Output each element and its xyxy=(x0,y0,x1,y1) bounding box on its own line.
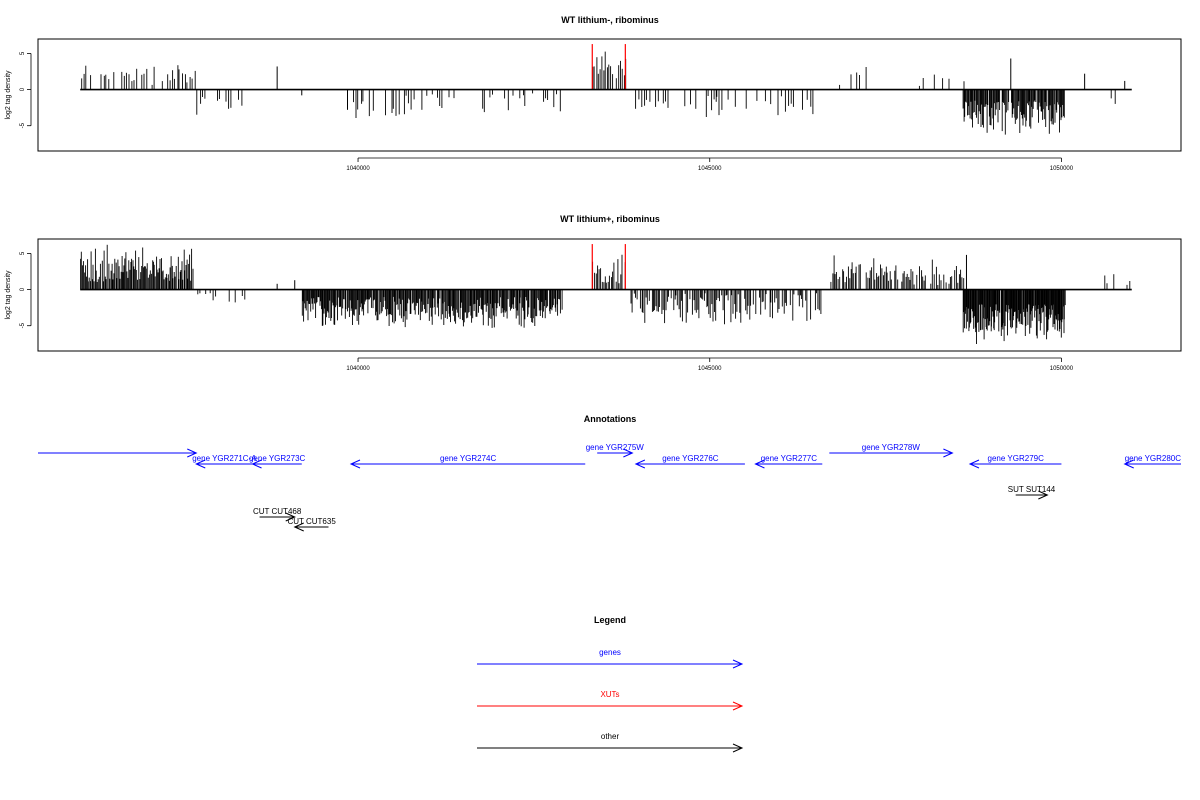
x-tick-label: 1040000 xyxy=(346,166,370,172)
other-feature: SUT SUT144 xyxy=(1008,485,1056,500)
coverage-bars xyxy=(80,244,1131,344)
feature-label: CUT CUT635 xyxy=(287,517,336,526)
gene-feature: gene YGR274C xyxy=(349,454,586,469)
arrow-head xyxy=(943,448,954,458)
legend-item: XUTs xyxy=(477,690,744,711)
plot-frame xyxy=(37,238,1182,352)
plot-frame xyxy=(37,38,1182,152)
y-tick-label: 0 xyxy=(20,287,26,291)
gene-feature: gene YGR275W xyxy=(586,443,645,458)
arrow-head xyxy=(754,459,765,469)
x-tick-label: 1050000 xyxy=(1050,366,1074,372)
arrow-head xyxy=(1038,490,1049,500)
legend-label: genes xyxy=(599,648,621,657)
arrow-head xyxy=(732,743,744,753)
arrow-head xyxy=(1123,459,1134,469)
x-tick-label: 1045000 xyxy=(698,166,722,172)
feature-label: gene YGR279C xyxy=(988,454,1045,463)
y-axis-label: log2 tag density xyxy=(5,270,12,320)
y-axis-label: log2 tag density xyxy=(5,70,12,120)
gene-feature: gene YGR273C xyxy=(249,454,306,469)
feature-label: gene YGR276C xyxy=(662,454,719,463)
x-tick-label: 1040000 xyxy=(346,366,370,372)
arrow-head xyxy=(195,459,206,469)
coverage-bars xyxy=(81,51,1126,135)
y-tick-label: -5 xyxy=(20,322,26,328)
arrow-head xyxy=(293,522,304,532)
feature-label: gene YGR275W xyxy=(586,443,645,452)
gene-feature: gene YGR276C xyxy=(634,454,745,469)
arrow-head xyxy=(187,448,198,458)
gene-feature: gene YGR271C-A xyxy=(192,454,257,469)
gene-feature: gene YGR280C xyxy=(1123,454,1182,469)
gene-feature xyxy=(38,448,198,458)
arrow-head xyxy=(285,512,296,522)
legend: Legend genes XUTs other xyxy=(477,615,744,753)
panel-title: WT lithium-, ribominus xyxy=(561,15,659,25)
feature-label: SUT SUT144 xyxy=(1008,485,1056,494)
y-axis: -5 0 5 xyxy=(20,251,32,328)
feature-label: gene YGR277C xyxy=(761,454,818,463)
legend-label: other xyxy=(601,732,620,741)
coverage-panel-lithium-minus: WT lithium-, ribominus -5 0 5 log2 tag den… xyxy=(5,15,1182,172)
legend-items: genes XUTs other xyxy=(477,648,744,753)
annotations-title: Annotations xyxy=(584,414,637,424)
gene-feature: gene YGR278W xyxy=(829,443,954,458)
arrow-head xyxy=(623,448,634,458)
panel-title: WT lithium+, ribominus xyxy=(560,214,660,224)
y-tick-label: 5 xyxy=(20,251,26,255)
other-feature: CUT CUT635 xyxy=(287,517,336,532)
x-tick-label: 1050000 xyxy=(1050,166,1074,172)
y-tick-label: 5 xyxy=(20,51,26,55)
y-tick-label: -5 xyxy=(20,122,26,128)
legend-label: XUTs xyxy=(600,690,619,699)
arrow-head xyxy=(968,459,980,469)
arrow-head xyxy=(251,459,262,469)
xut-markers xyxy=(591,244,626,290)
x-tick-label: 1045000 xyxy=(698,366,722,372)
arrow-head xyxy=(732,659,744,669)
legend-item: genes xyxy=(477,648,744,669)
legend-title: Legend xyxy=(594,615,626,625)
feature-label: gene YGR274C xyxy=(440,454,497,463)
x-axis: 1040000 1045000 1050000 xyxy=(346,357,1074,372)
feature-label: gene YGR271C-A xyxy=(192,454,257,463)
gene-feature: gene YGR279C xyxy=(968,454,1062,469)
y-axis: -5 0 5 xyxy=(20,51,32,128)
xut-markers xyxy=(591,44,626,90)
arrow-head xyxy=(349,459,361,469)
legend-item: other xyxy=(477,732,744,753)
feature-label: gene YGR273C xyxy=(249,454,306,463)
arrow-head xyxy=(634,459,646,469)
coverage-panel-lithium-plus: WT lithium+, ribominus -5 0 5 log2 tag den… xyxy=(5,214,1182,372)
x-axis: 1040000 1045000 1050000 xyxy=(346,157,1074,172)
arrow-head xyxy=(732,701,744,711)
gene-feature: gene YGR277C xyxy=(754,454,823,469)
feature-label: gene YGR278W xyxy=(862,443,921,452)
feature-label: gene YGR280C xyxy=(1125,454,1182,463)
y-tick-label: 0 xyxy=(20,87,26,91)
other-feature: CUT CUT468 xyxy=(253,507,302,522)
feature-label: CUT CUT468 xyxy=(253,507,302,516)
